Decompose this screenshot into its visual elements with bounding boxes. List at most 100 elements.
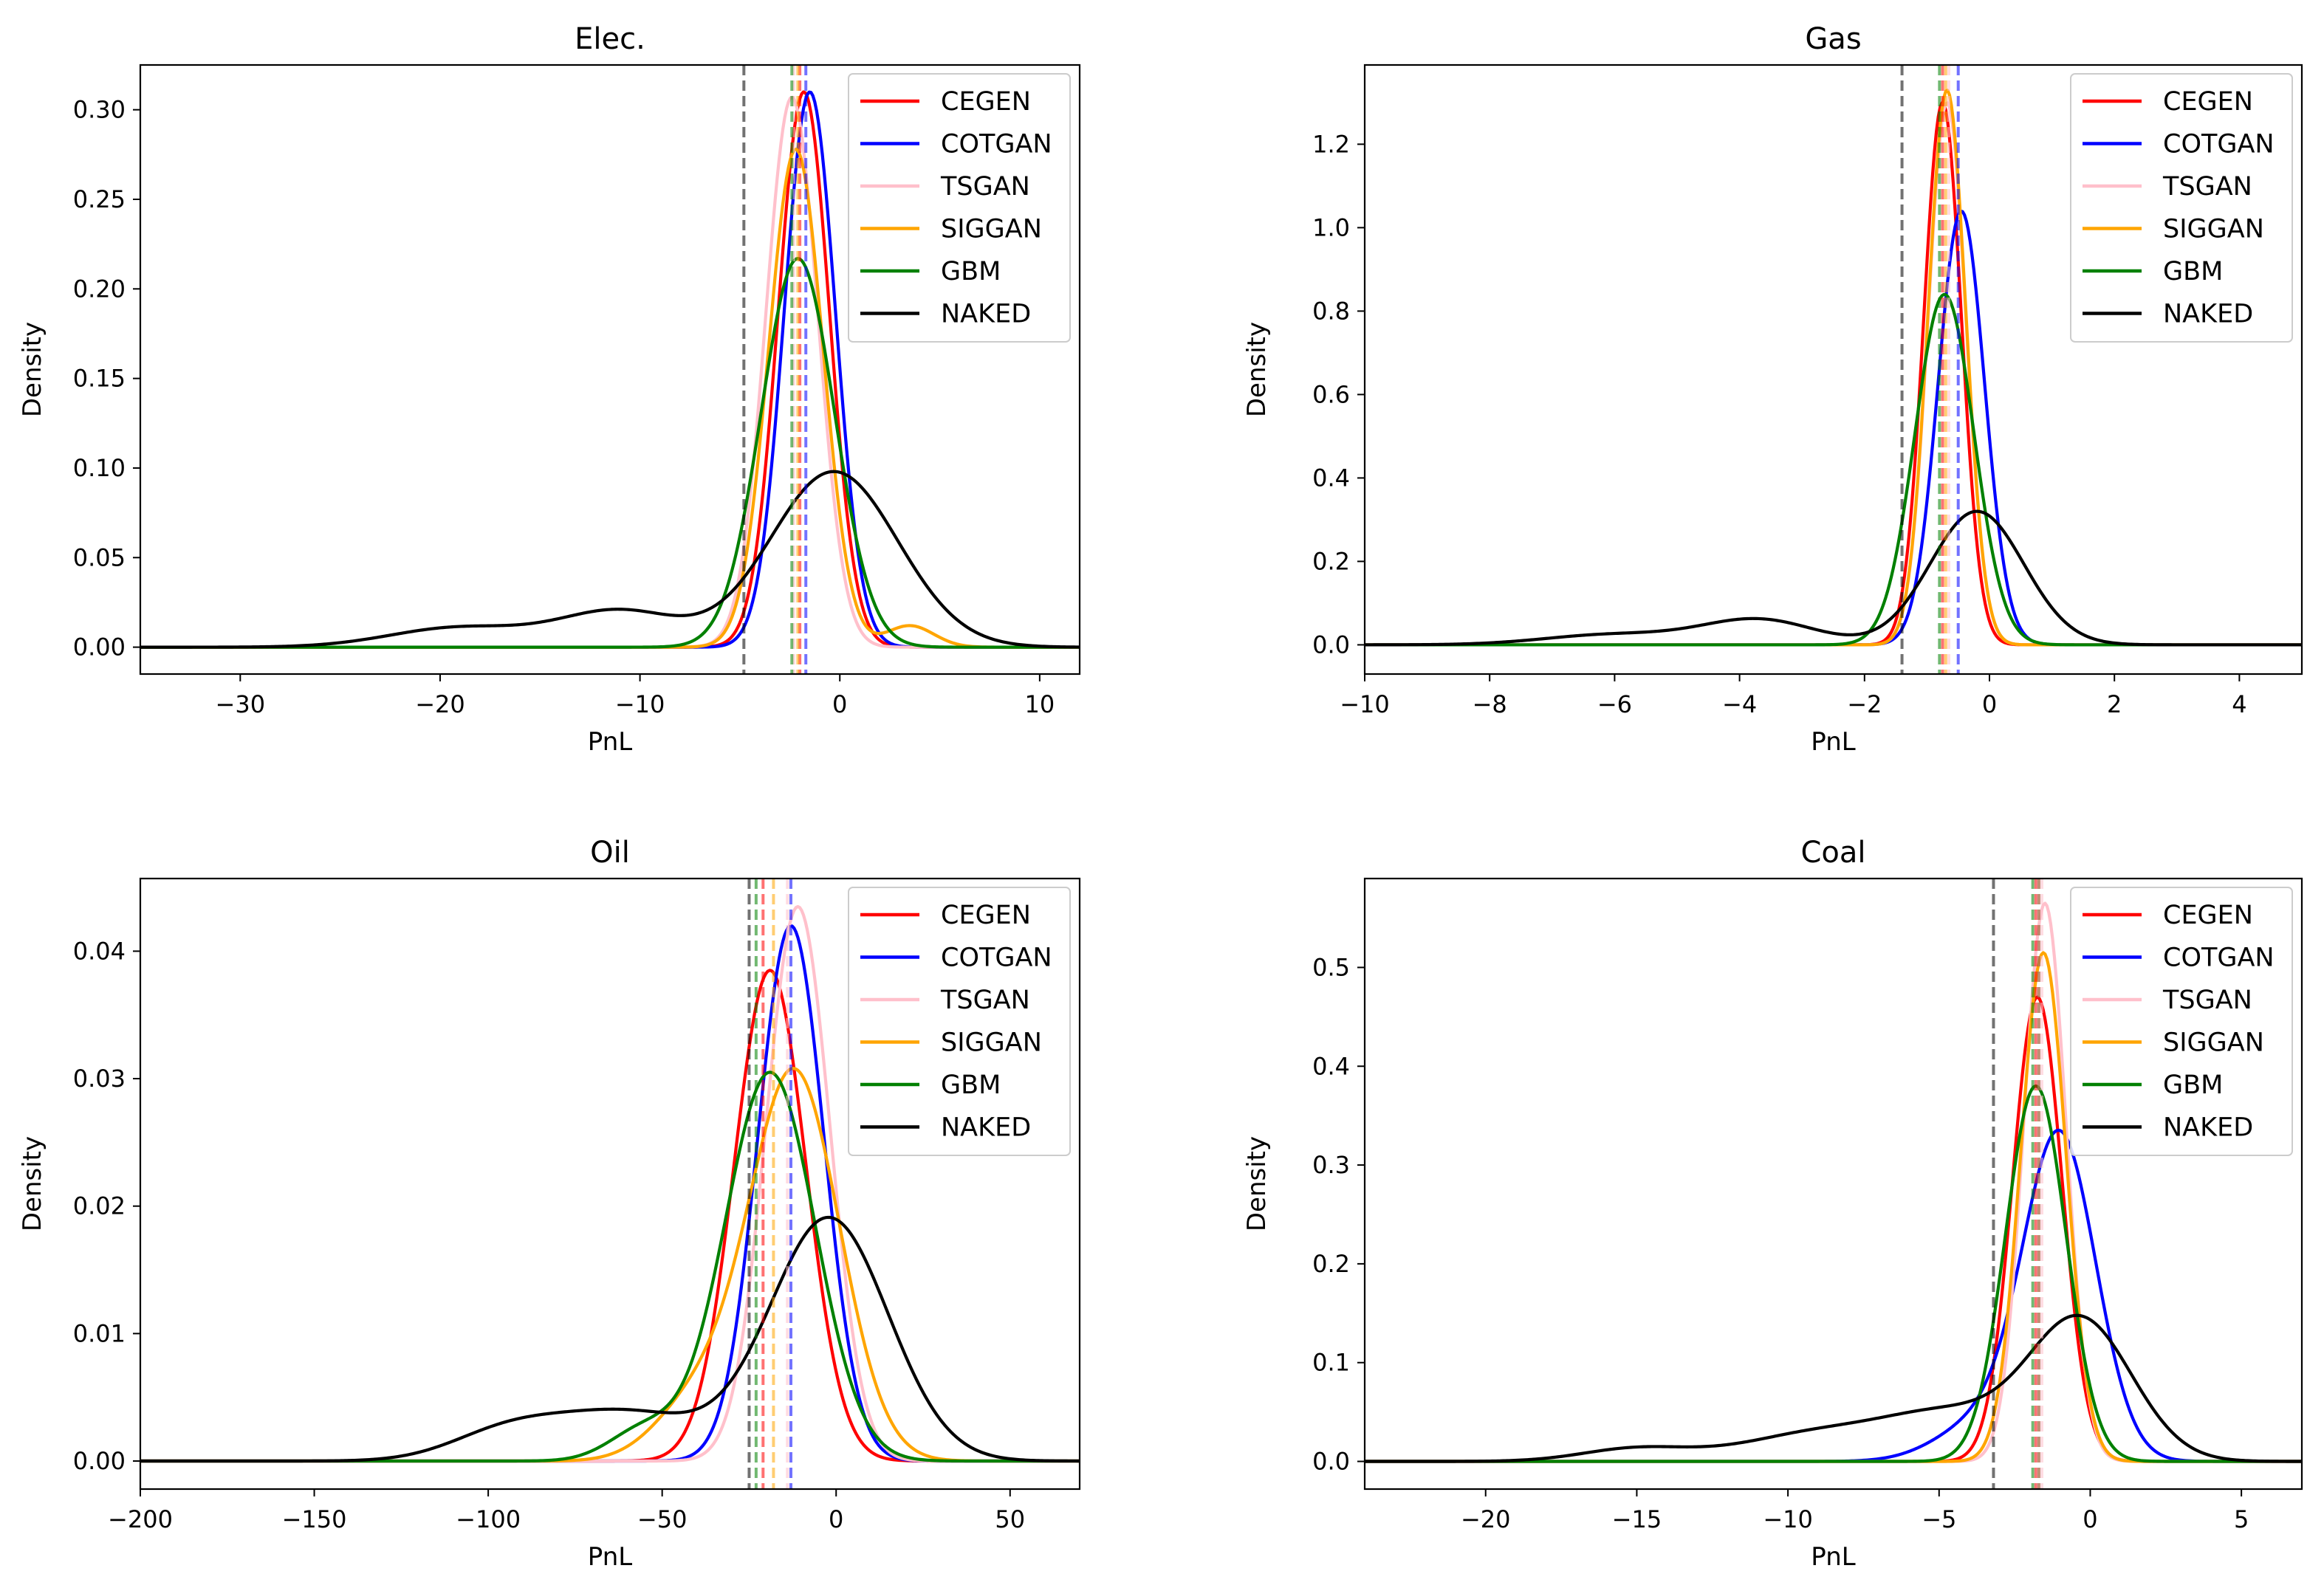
x-tick-label: −15 — [1612, 1505, 1662, 1533]
chart-title: Elec. — [575, 22, 645, 56]
legend-label: COTGAN — [2163, 130, 2275, 159]
legend-box — [2070, 73, 2293, 343]
axes-frame — [139, 63, 1081, 676]
x-tick-label: −5 — [1922, 1505, 1956, 1533]
axes-frame — [139, 877, 1081, 1491]
legend: CEGEN COTGAN TSGAN SIGGAN GBM NAKED — [848, 887, 1071, 1156]
legend-label: SIGGAN — [2163, 215, 2264, 244]
x-tick-label: −6 — [1597, 690, 1632, 718]
y-tick-label: 0.3 — [1312, 1151, 1350, 1179]
y-tick-label: 0.0 — [1312, 630, 1350, 659]
legend-label: GBM — [941, 1070, 1001, 1100]
y-tick-label: 0.20 — [73, 275, 126, 303]
x-axis-label: PnL — [1811, 727, 1855, 757]
legend-label: SIGGAN — [2163, 1028, 2264, 1058]
y-tick-label: 0.2 — [1312, 547, 1350, 575]
y-tick-label: 0.00 — [73, 1447, 126, 1475]
curves — [1365, 879, 2302, 1489]
subplot-coal: −20 −15 −10 −5 0 5 0.0 0.1 0.2 0.3 0.4 0.5 PnL Densit… — [1242, 836, 2303, 1572]
x-tick-label: −200 — [108, 1505, 173, 1533]
x-tick-label: 0 — [2083, 1505, 2097, 1533]
legend: CEGEN COTGAN TSGAN SIGGAN GBM NAKED — [2070, 73, 2293, 343]
legend-label: GBM — [2163, 257, 2223, 286]
x-tick-label: 5 — [2234, 1505, 2249, 1533]
y-tick-label: 0.04 — [73, 937, 126, 965]
x-tick-label: 2 — [2107, 690, 2122, 718]
legend-label: NAKED — [941, 300, 1031, 329]
y-axis-label: Density — [18, 322, 47, 417]
legend-label: SIGGAN — [941, 215, 1042, 244]
y-tick-label: 0.5 — [1312, 953, 1350, 981]
subplot-gas: −10 −8 −6 −4 −2 0 2 4 0.0 0.2 0.4 0.6 0.8 1.0 1.2 PnL De… — [1242, 22, 2303, 757]
y-tick-label: 1.2 — [1312, 130, 1350, 158]
x-tick-label: −150 — [282, 1505, 347, 1533]
y-tick-label: 0.1 — [1312, 1349, 1350, 1377]
legend-label: CEGEN — [2163, 87, 2253, 117]
legend-label: COTGAN — [941, 943, 1052, 973]
y-tick-label: 0.02 — [73, 1192, 126, 1220]
density-line-cotgan — [1365, 1128, 2302, 1463]
x-tick-label: −4 — [1722, 690, 1757, 718]
legend-box — [2070, 887, 2293, 1156]
y-tick-label: 0.2 — [1312, 1250, 1350, 1278]
y-tick-label: 0.8 — [1312, 297, 1350, 325]
legend-label: COTGAN — [941, 130, 1052, 159]
y-tick-label: 0.6 — [1312, 380, 1350, 408]
legend-label: SIGGAN — [941, 1028, 1042, 1058]
x-tick-label: 10 — [1025, 690, 1055, 718]
subplot-oil: −200 −150 −100 −50 0 50 0.00 0.01 0.02 0.03 0.04 Pn… — [18, 836, 1081, 1572]
curves — [1365, 65, 2302, 674]
density-line-naked — [140, 470, 1080, 649]
density-line-naked — [1365, 509, 2302, 647]
density-line-naked — [140, 1215, 1080, 1463]
y-tick-label: 0.10 — [73, 454, 126, 482]
x-tick-label: −100 — [456, 1505, 521, 1533]
x-tick-label: −50 — [637, 1505, 688, 1533]
x-tick-label: 0 — [832, 690, 847, 718]
curves — [140, 879, 1080, 1489]
curves — [140, 65, 1080, 674]
legend-box — [848, 73, 1071, 343]
y-tick-label: 0.30 — [73, 96, 126, 124]
y-tick-label: 0.00 — [73, 633, 126, 661]
legend-label: TSGAN — [2162, 986, 2252, 1015]
y-tick-label: 0.05 — [73, 543, 126, 571]
axes-frame — [1363, 63, 2303, 676]
legend-label: TSGAN — [940, 986, 1030, 1015]
y-tick-label: 0.01 — [73, 1319, 126, 1347]
legend-label: NAKED — [2163, 300, 2253, 329]
legend-label: CEGEN — [2163, 901, 2253, 930]
legend: CEGEN COTGAN TSGAN SIGGAN GBM NAKED — [848, 73, 1071, 343]
legend-label: GBM — [2163, 1070, 2223, 1100]
x-axis-label: PnL — [588, 727, 632, 757]
y-axis-label: Density — [1242, 322, 1272, 417]
y-tick-label: 0.4 — [1312, 1052, 1350, 1080]
x-tick-label: 4 — [2232, 690, 2246, 718]
y-axis-label: Density — [18, 1136, 47, 1231]
legend-label: CEGEN — [941, 87, 1031, 117]
legend-label: TSGAN — [2162, 172, 2252, 202]
x-tick-label: −20 — [415, 690, 465, 718]
chart-title: Oil — [590, 836, 630, 870]
subplot-elec: −30 −20 −10 0 10 0.00 0.05 0.10 0.15 0.20 0.25 0.30… — [18, 22, 1081, 757]
x-tick-label: −8 — [1473, 690, 1507, 718]
x-tick-label: −2 — [1847, 690, 1882, 718]
x-tick-label: 50 — [995, 1505, 1025, 1533]
legend-label: NAKED — [2163, 1113, 2253, 1143]
y-tick-label: 0.03 — [73, 1065, 126, 1093]
legend-label: GBM — [941, 257, 1001, 286]
y-tick-label: 0.0 — [1312, 1448, 1350, 1476]
legend-label: CEGEN — [941, 901, 1031, 930]
x-axis-label: PnL — [588, 1542, 632, 1572]
x-tick-label: −10 — [615, 690, 665, 718]
y-axis-label: Density — [1242, 1136, 1272, 1231]
y-tick-label: 0.15 — [73, 365, 126, 393]
legend-label: NAKED — [941, 1113, 1031, 1143]
y-tick-label: 0.4 — [1312, 464, 1350, 492]
legend-label: COTGAN — [2163, 943, 2275, 973]
x-axis-label: PnL — [1811, 1542, 1855, 1572]
chart-title: Gas — [1805, 22, 1861, 56]
density-line-gbm — [1365, 292, 2302, 647]
legend-label: TSGAN — [940, 172, 1030, 202]
